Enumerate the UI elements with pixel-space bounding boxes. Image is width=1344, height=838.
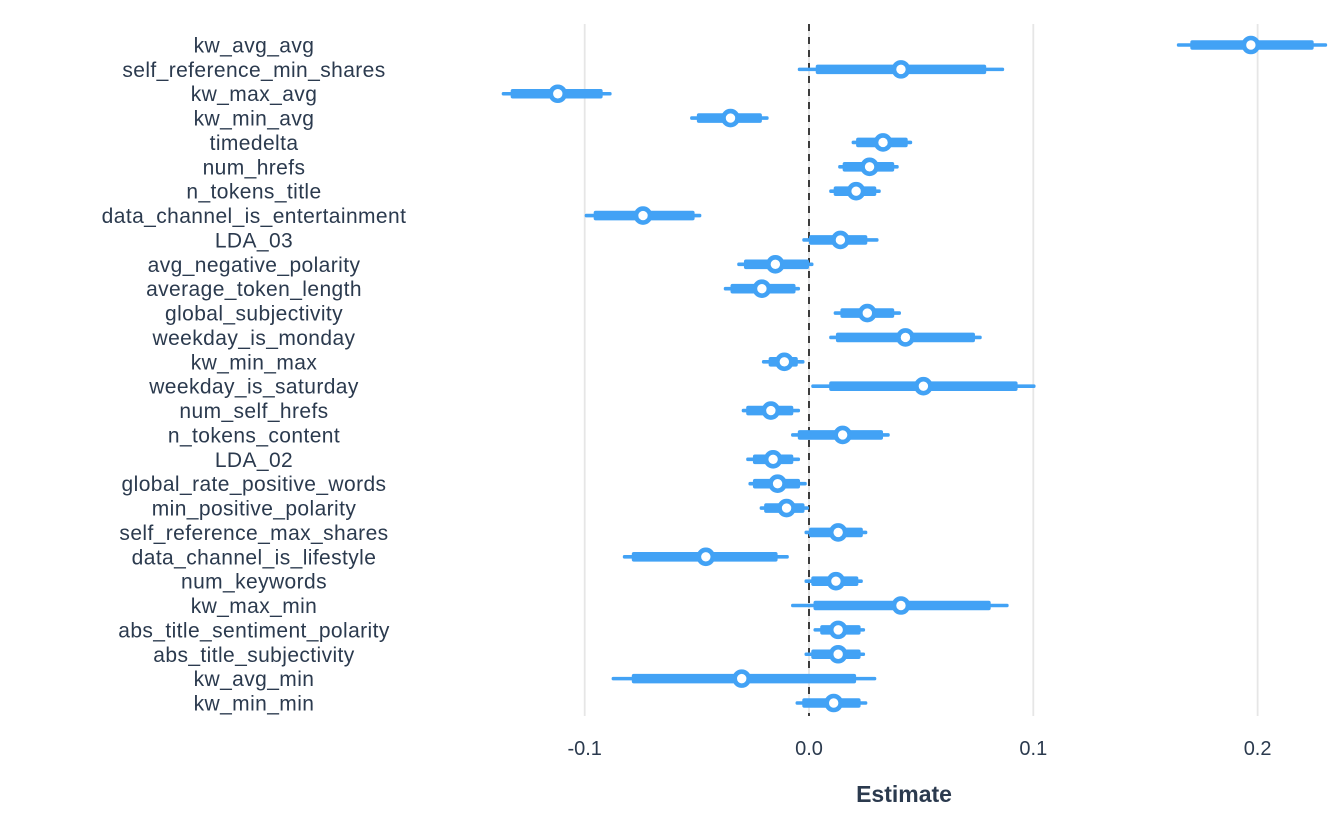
x-tick-label: 0.0	[795, 738, 823, 760]
row-label: num_keywords	[181, 571, 327, 594]
row-label: average_token_length	[146, 278, 362, 301]
row-label: num_hrefs	[203, 156, 306, 179]
estimate-point	[1241, 35, 1261, 55]
row-label: data_channel_is_entertainment	[102, 205, 407, 228]
coef-row: avg_negative_polarity	[148, 254, 814, 277]
x-tick-label: 0.1	[1019, 738, 1047, 760]
row-label: n_tokens_content	[168, 424, 340, 447]
estimate-point	[752, 279, 772, 299]
estimate-point	[914, 376, 933, 396]
coef-row: kw_min_max	[191, 351, 805, 374]
estimate-point	[860, 157, 879, 177]
row-label: kw_min_avg	[194, 108, 315, 131]
estimate-point	[826, 571, 846, 591]
gridlines-layer	[583, 24, 1259, 716]
row-label: avg_negative_polarity	[148, 254, 361, 277]
estimate-point	[828, 644, 848, 664]
estimate-point	[761, 401, 781, 420]
row-label: kw_max_avg	[191, 83, 318, 106]
estimate-point	[891, 60, 911, 79]
row-label: timedelta	[210, 132, 299, 155]
coef-row: weekday_is_monday	[152, 327, 982, 350]
coef-row: num_hrefs	[203, 156, 899, 179]
coef-row: num_keywords	[181, 571, 863, 594]
estimate-point	[896, 328, 915, 347]
coef-row: n_tokens_title	[186, 181, 881, 204]
coef-row: min_positive_polarity	[152, 498, 809, 521]
x-axis-layer: Estimate -0.1 0.0 0.1 0.2	[567, 738, 1271, 807]
estimate-point	[873, 133, 893, 152]
estimate-point	[768, 474, 787, 493]
row-label: kw_max_min	[191, 595, 318, 618]
estimate-point	[831, 230, 850, 250]
row-label: LDA_03	[215, 229, 293, 252]
estimate-point	[824, 693, 843, 713]
row-label: n_tokens_title	[186, 181, 321, 204]
coef-row: LDA_02	[215, 449, 801, 472]
estimate-point	[763, 449, 783, 469]
coef-row: abs_title_sentiment_polarity	[118, 619, 866, 642]
row-label: LDA_02	[215, 449, 293, 472]
estimate-point	[696, 547, 716, 567]
estimate-point	[766, 255, 785, 274]
coef-row: kw_min_avg	[194, 108, 769, 131]
estimate-point	[775, 352, 794, 372]
coef-row: global_subjectivity	[165, 303, 901, 326]
row-label: self_reference_min_shares	[122, 59, 385, 82]
coef-row: data_channel_is_lifestyle	[132, 546, 789, 569]
x-tick-label: -0.1	[567, 738, 601, 760]
coef-row: LDA_03	[215, 229, 879, 252]
estimate-point	[828, 523, 848, 542]
row-label: kw_min_min	[194, 692, 315, 715]
row-label: kw_avg_min	[194, 668, 315, 691]
coef-row: kw_max_min	[191, 595, 1009, 618]
estimate-point	[891, 596, 911, 615]
coef-row: abs_title_subjectivity	[153, 644, 866, 667]
coef-row: num_self_hrefs	[179, 400, 801, 423]
row-label: global_rate_positive_words	[122, 473, 387, 496]
estimate-point	[548, 84, 568, 104]
coef-row: kw_max_avg	[191, 83, 612, 106]
x-axis-title: Estimate	[856, 781, 952, 807]
coef-row: data_channel_is_entertainment	[102, 205, 702, 228]
coef-rows-layer: kw_avg_avgself_reference_min_shareskw_ma…	[102, 35, 1328, 715]
coef-row: kw_min_min	[194, 692, 868, 715]
estimate-point	[833, 425, 852, 445]
row-label: min_positive_polarity	[152, 498, 357, 521]
row-label: num_self_hrefs	[179, 400, 328, 423]
coefficient-plot-figure: kw_avg_avg self_reference_min_shares kw_ma…	[40, 16, 1344, 822]
estimate-point	[721, 108, 740, 128]
estimate-point	[732, 669, 752, 688]
row-label: global_subjectivity	[165, 303, 343, 326]
coef-row: n_tokens_content	[168, 424, 890, 447]
estimate-point	[858, 303, 877, 323]
row-label: abs_title_subjectivity	[153, 644, 354, 667]
row-label: abs_title_sentiment_polarity	[118, 619, 390, 642]
row-label: data_channel_is_lifestyle	[132, 546, 377, 569]
coef-row: kw_avg_avg	[194, 35, 1328, 58]
coef-row: self_reference_min_shares	[122, 59, 1005, 82]
coef-row: weekday_is_saturday	[148, 376, 1036, 399]
row-label: weekday_is_monday	[152, 327, 356, 350]
estimate-point	[828, 620, 848, 640]
estimate-point	[846, 181, 866, 201]
x-tick-label: 0.2	[1244, 738, 1272, 760]
row-label: self_reference_max_shares	[119, 522, 388, 545]
row-label: kw_avg_avg	[194, 35, 315, 58]
coef-row: average_token_length	[146, 278, 801, 301]
coef-row: timedelta	[210, 132, 913, 155]
coef-row: kw_avg_min	[194, 668, 877, 691]
row-label: kw_min_max	[191, 351, 318, 374]
estimate-point	[633, 206, 653, 225]
coefficient-plot-canvas: kw_avg_avgself_reference_min_shareskw_ma…	[102, 24, 1328, 807]
coef-row: global_rate_positive_words	[122, 473, 807, 496]
coef-row: self_reference_max_shares	[119, 522, 868, 545]
row-label: weekday_is_saturday	[148, 376, 359, 399]
estimate-point	[777, 498, 796, 518]
